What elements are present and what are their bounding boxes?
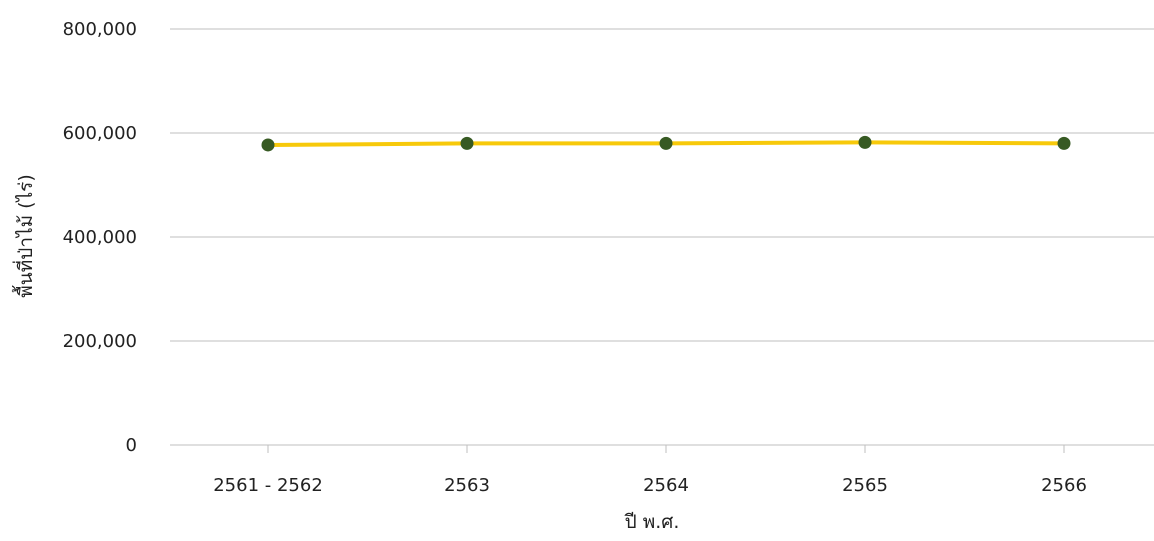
- x-tick-label: 2563: [444, 475, 490, 496]
- data-point: [858, 135, 872, 149]
- x-axis: 2561 - 2562 2563 2564 2565 2566: [170, 444, 1154, 496]
- x-tick-label: 2565: [842, 475, 888, 496]
- data-point: [460, 136, 474, 150]
- data-point: [261, 138, 275, 152]
- data-point: [1057, 136, 1071, 150]
- x-tick-label: 2564: [643, 475, 689, 496]
- data-series: [261, 135, 1071, 152]
- y-tick-label: 200,000: [63, 331, 137, 352]
- y-gridlines: [170, 28, 1154, 342]
- x-axis-title: ปี พ.ศ.: [624, 511, 680, 533]
- y-axis-title: พื้นที่ป่าไม้ (ไร่): [12, 174, 37, 297]
- y-tick-label: 800,000: [63, 19, 137, 40]
- data-point: [659, 136, 673, 150]
- y-tick-labels: 0 200,000 400,000 600,000 800,000: [63, 19, 137, 456]
- x-tick-label: 2561 - 2562: [213, 475, 323, 496]
- y-tick-label: 600,000: [63, 123, 137, 144]
- y-tick-label: 400,000: [63, 227, 137, 248]
- y-tick-label: 0: [126, 435, 137, 456]
- x-tick-label: 2566: [1041, 475, 1087, 496]
